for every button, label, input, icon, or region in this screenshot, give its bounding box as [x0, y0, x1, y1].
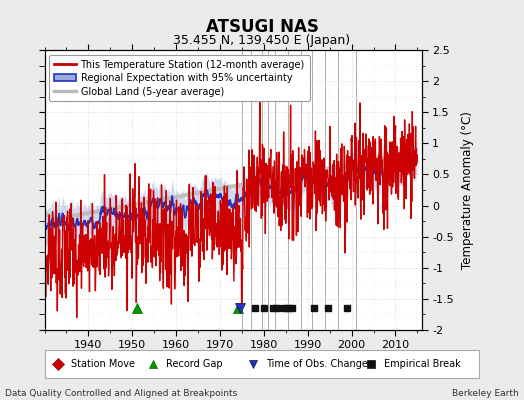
- Text: Record Gap: Record Gap: [166, 359, 223, 369]
- Legend: This Temperature Station (12-month average), Regional Expectation with 95% uncer: This Temperature Station (12-month avera…: [49, 55, 310, 101]
- Text: Station Move: Station Move: [71, 359, 135, 369]
- Text: ATSUGI NAS: ATSUGI NAS: [205, 18, 319, 36]
- Text: Time of Obs. Change: Time of Obs. Change: [266, 359, 368, 369]
- Text: Berkeley Earth: Berkeley Earth: [452, 389, 519, 398]
- Text: Data Quality Controlled and Aligned at Breakpoints: Data Quality Controlled and Aligned at B…: [5, 389, 237, 398]
- Text: 35.455 N, 139.450 E (Japan): 35.455 N, 139.450 E (Japan): [173, 34, 351, 47]
- Text: Empirical Break: Empirical Break: [384, 359, 461, 369]
- Y-axis label: Temperature Anomaly (°C): Temperature Anomaly (°C): [461, 111, 474, 269]
